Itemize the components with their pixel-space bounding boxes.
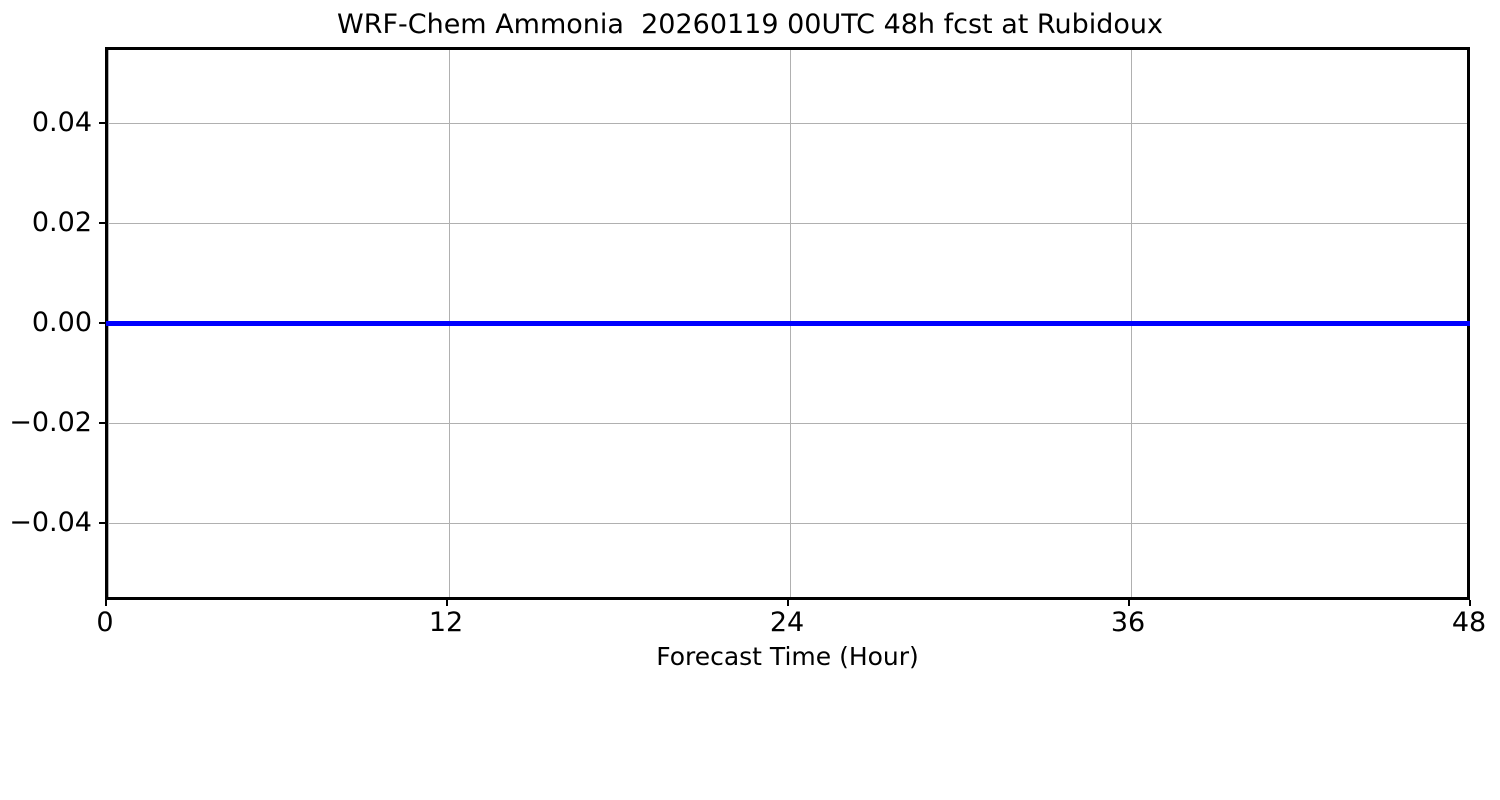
tick-mark-y: [99, 122, 105, 124]
tick-label-y: 0.02: [31, 207, 92, 238]
chart-title: WRF-Chem Ammonia 20260119 00UTC 48h fcst…: [337, 9, 1163, 40]
gridline-horizontal: [108, 223, 1467, 224]
gridline-horizontal: [108, 523, 1467, 524]
series-line-ammonia: [106, 321, 1470, 326]
tick-mark-y: [99, 222, 105, 224]
tick-label-x: 0: [96, 607, 114, 638]
tick-mark-y: [99, 322, 105, 324]
tick-label-x: 24: [769, 607, 805, 638]
gridline-horizontal: [108, 123, 1467, 124]
plot-area: [105, 47, 1470, 600]
tick-label-y: 0.04: [31, 107, 92, 138]
tick-label-y: 0.00: [31, 307, 92, 338]
tick-mark-x: [105, 600, 107, 606]
tick-label-x: 48: [1451, 607, 1487, 638]
y-axis-label-clip: [0, 47, 10, 600]
tick-mark-y: [99, 422, 105, 424]
tick-mark-x: [787, 600, 789, 606]
tick-mark-x: [446, 600, 448, 606]
data-series-layer: [106, 50, 1470, 597]
tick-mark-x: [1128, 600, 1130, 606]
tick-label-x: 12: [428, 607, 464, 638]
tick-mark-y: [99, 522, 105, 524]
tick-label-x: 36: [1110, 607, 1146, 638]
x-axis-label: Forecast Time (Hour): [656, 642, 919, 671]
tick-label-y: −0.04: [9, 507, 92, 538]
tick-mark-x: [1469, 600, 1471, 606]
tick-label-y: −0.02: [9, 407, 92, 438]
gridline-horizontal: [108, 423, 1467, 424]
